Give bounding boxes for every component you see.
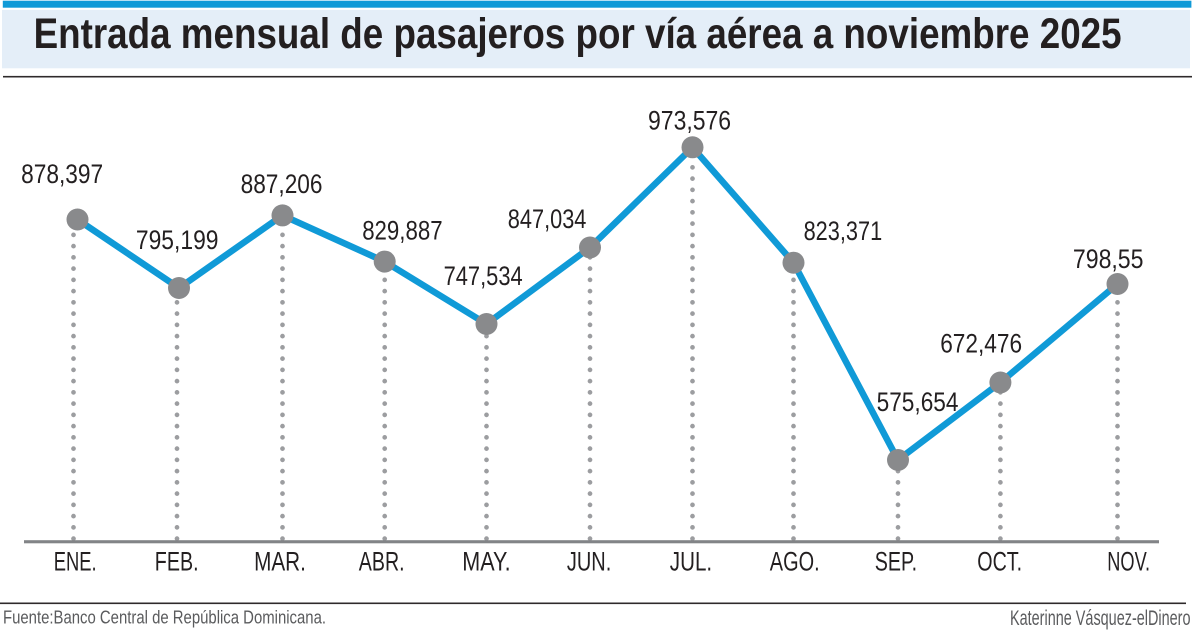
svg-text:747,534: 747,534 <box>444 261 523 291</box>
svg-text:829,887: 829,887 <box>362 216 442 246</box>
svg-text:Entrada mensual de pasajeros p: Entrada mensual de pasajeros por vía aér… <box>34 10 1122 58</box>
svg-text:ABR.: ABR. <box>359 545 405 576</box>
svg-text:JUN.: JUN. <box>567 545 611 576</box>
svg-text:MAR.: MAR. <box>254 545 306 576</box>
svg-text:JUL.: JUL. <box>670 545 712 576</box>
svg-text:AGO.: AGO. <box>770 545 820 576</box>
svg-text:MAY.: MAY. <box>462 545 510 576</box>
svg-text:FEB.: FEB. <box>155 545 199 576</box>
svg-text:SEP.: SEP. <box>875 545 917 576</box>
svg-text:847,034: 847,034 <box>508 204 587 234</box>
svg-text:575,654: 575,654 <box>877 387 959 417</box>
svg-text:973,576: 973,576 <box>648 105 731 135</box>
svg-text:878,397: 878,397 <box>21 159 103 189</box>
svg-text:795,199: 795,199 <box>136 225 219 255</box>
svg-text:798,55: 798,55 <box>1073 244 1144 274</box>
svg-text:Fuente:Banco Central de Repúbl: Fuente:Banco Central de República Domini… <box>3 608 326 628</box>
svg-text:823,371: 823,371 <box>804 216 883 246</box>
svg-text:Katerinne Vásquez-elDinero: Katerinne Vásquez-elDinero <box>1010 607 1191 630</box>
svg-text:887,206: 887,206 <box>241 169 323 199</box>
svg-text:OCT.: OCT. <box>977 545 1022 576</box>
svg-text:672,476: 672,476 <box>940 328 1022 358</box>
svg-text:NOV.: NOV. <box>1107 545 1150 576</box>
svg-text:ENE.: ENE. <box>54 545 97 576</box>
